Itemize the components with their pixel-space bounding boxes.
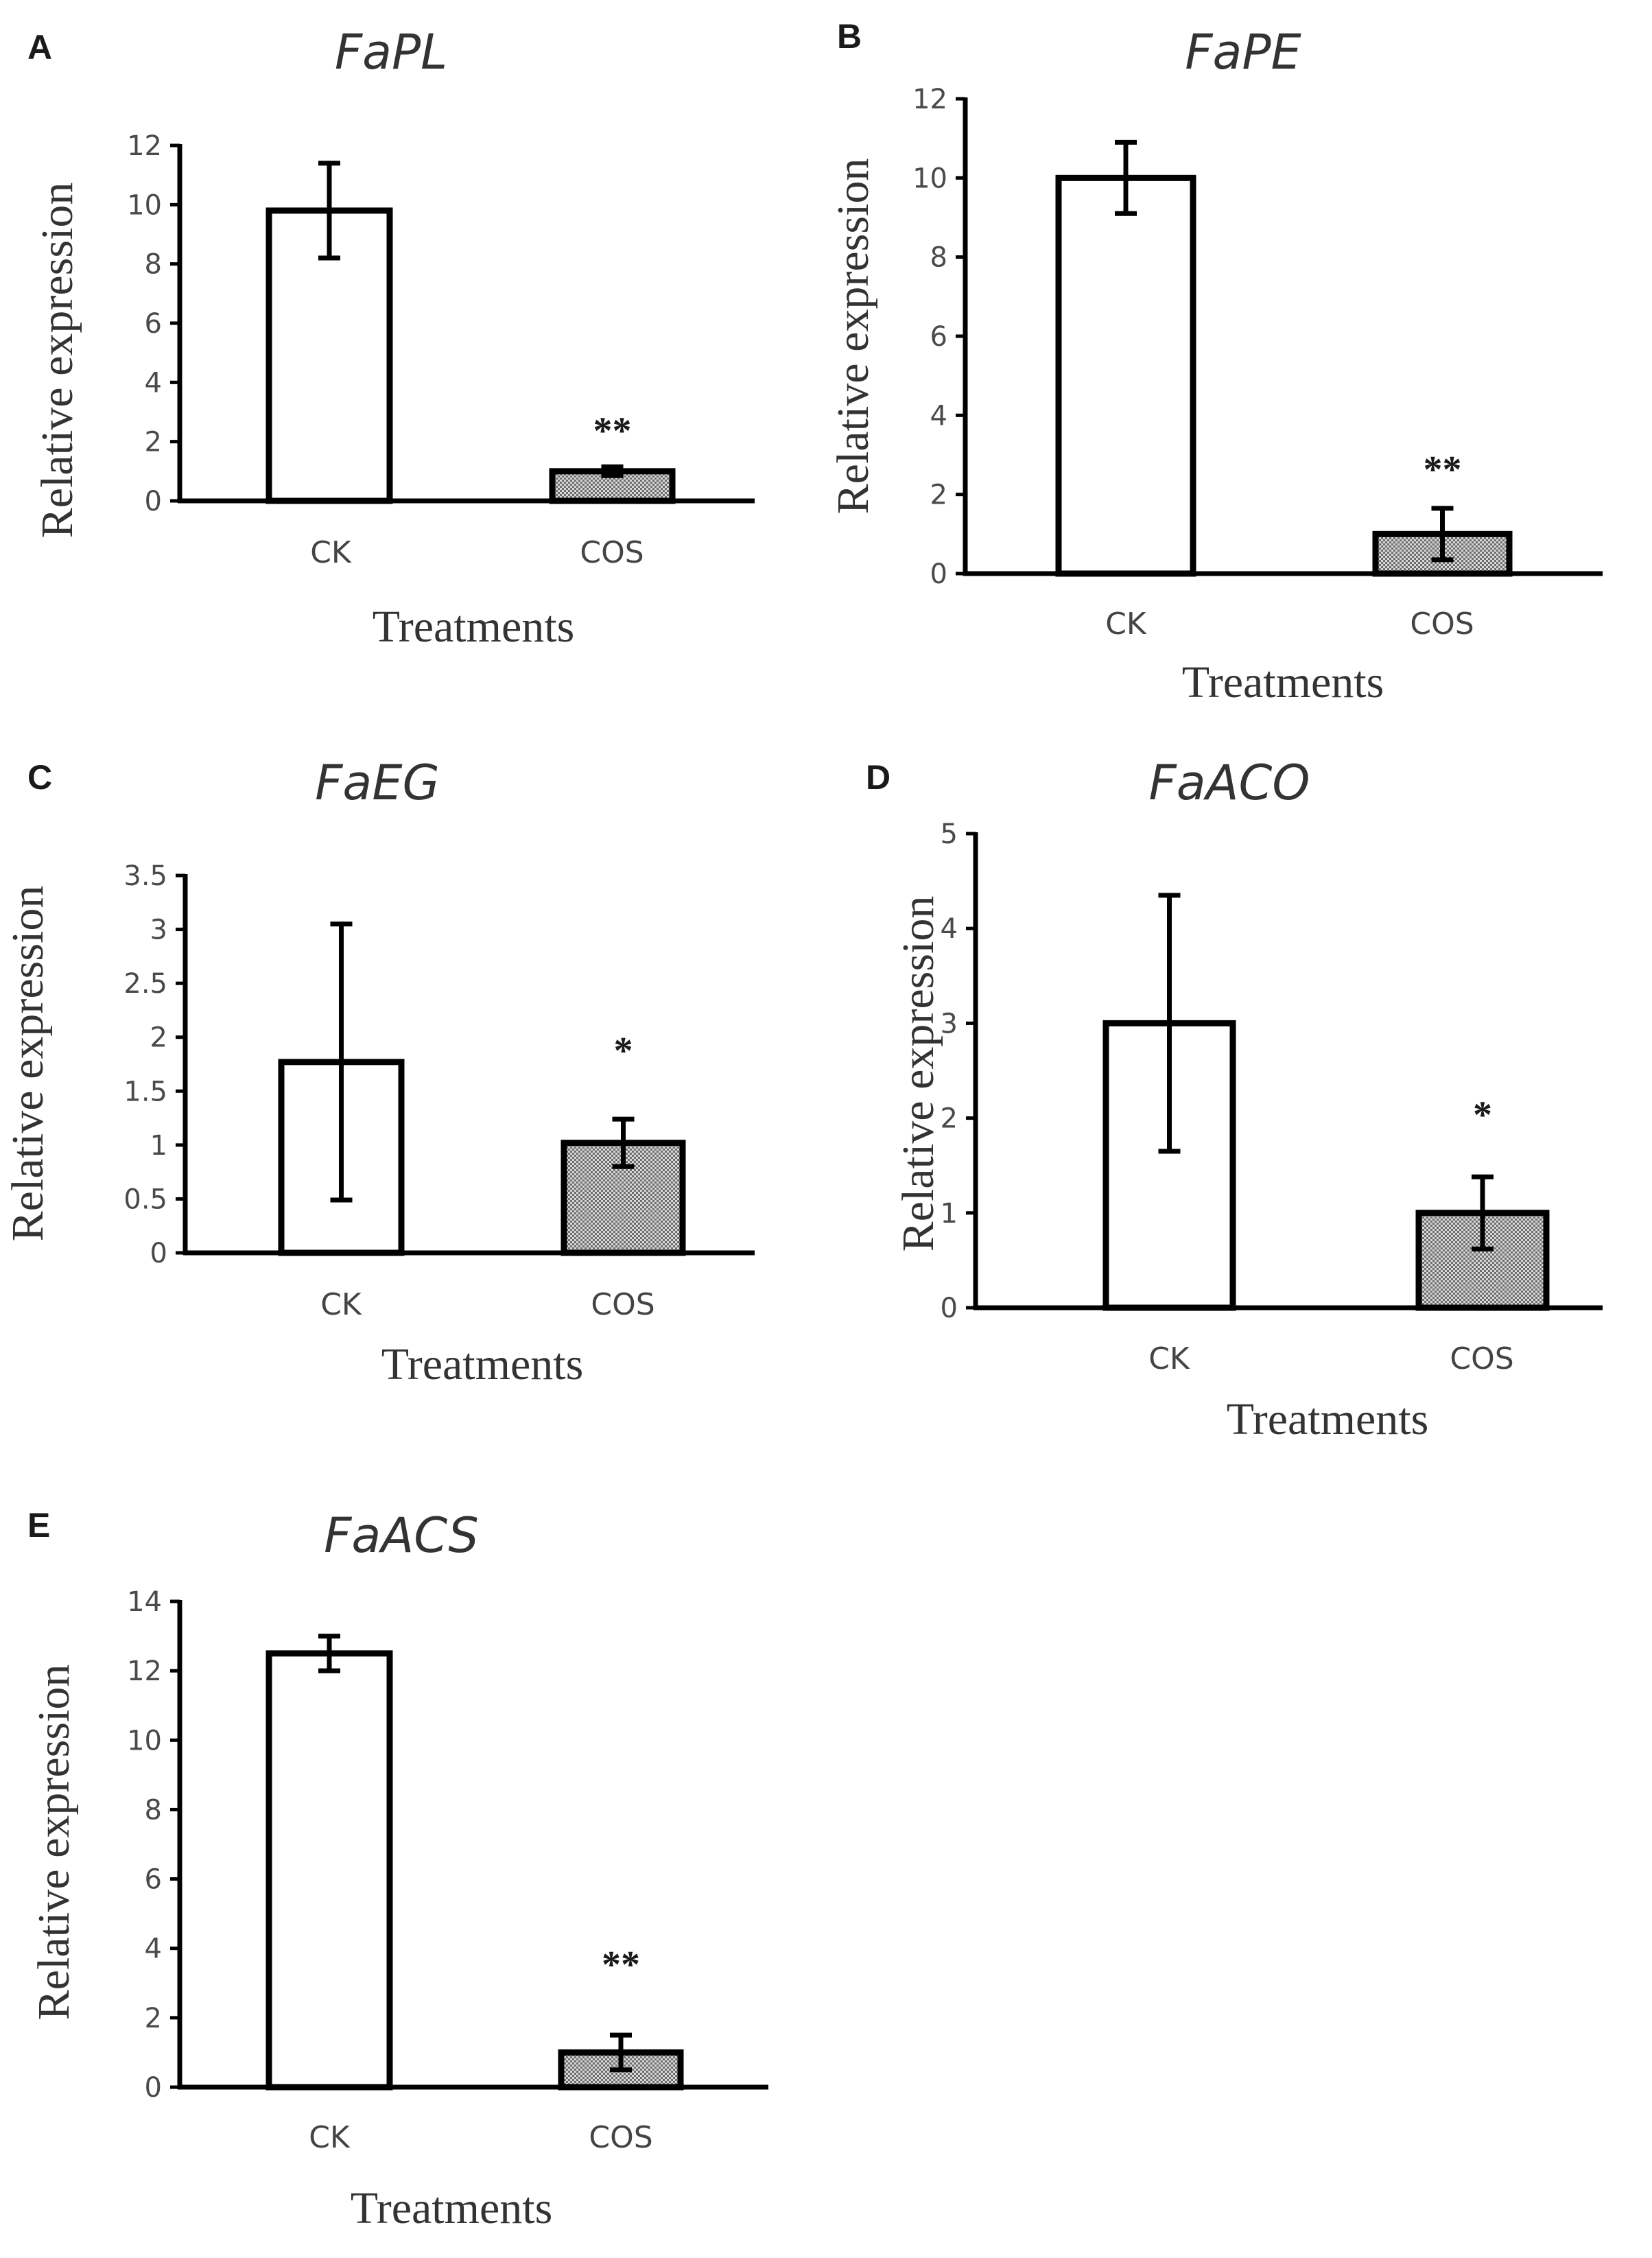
panel-letter: C	[27, 758, 52, 797]
y-tick-label: 2	[145, 427, 162, 458]
y-tick-label: 1	[941, 1198, 958, 1230]
panel-letter: E	[27, 1506, 50, 1544]
y-tick-label: 4	[941, 913, 958, 945]
x-axis-title: Treatments	[373, 602, 575, 652]
bar-ck	[266, 1650, 393, 2091]
y-tick-label: 2	[150, 1022, 167, 1054]
significance-marker: **	[602, 1944, 640, 1986]
x-category-label: COS	[1410, 607, 1474, 642]
y-tick-label: 8	[145, 1794, 162, 1826]
chart-panel-e: E FaACS 0 2 4 6 8 10 12 14 CK ** COS Treatments Relati…	[27, 1506, 768, 2233]
y-axis-title: Relative expression	[32, 183, 82, 539]
y-axis-title: Relative expression	[828, 158, 878, 515]
y-tick-label: 3.5	[123, 860, 167, 892]
chart-title: FaACO	[1148, 755, 1310, 811]
x-category-label: COS	[580, 535, 644, 570]
y-tick-label: 2	[145, 2003, 162, 2034]
panel-letter: B	[837, 17, 862, 56]
y-tick-label: 6	[930, 321, 947, 353]
y-tick-label: 5	[941, 819, 958, 850]
y-tick-label: 10	[127, 189, 162, 221]
y-tick-label: 10	[912, 163, 947, 194]
y-axis-title: Relative expression	[893, 896, 943, 1252]
chart-title: FaACS	[324, 1507, 479, 1564]
y-tick-label: 0	[930, 558, 947, 590]
chart-title: FaEG	[315, 755, 440, 811]
x-axis-title: Treatments	[1182, 657, 1384, 707]
y-tick-label: 12	[912, 84, 947, 115]
significance-marker: **	[593, 410, 632, 452]
y-tick-label: 4	[930, 400, 947, 432]
y-tick-label: 14	[127, 1586, 162, 1618]
y-tick-label: 6	[145, 1864, 162, 1896]
y-tick-label: 1.5	[123, 1076, 167, 1107]
x-category-label: CK	[320, 1287, 362, 1322]
bar-ck	[1055, 174, 1196, 577]
y-tick-label: 0	[145, 486, 162, 517]
y-tick-label: 3	[941, 1008, 958, 1039]
x-axis-title: Treatments	[351, 2183, 553, 2233]
y-tick-label: 8	[145, 249, 162, 281]
significance-marker: *	[1473, 1094, 1492, 1136]
significance-marker: *	[614, 1030, 633, 1072]
y-tick-label: 4	[145, 1933, 162, 1965]
panel-letter: A	[27, 28, 52, 67]
panel-letter: D	[866, 758, 890, 797]
y-tick-label: 2.5	[123, 968, 167, 1000]
y-tick-label: 0	[150, 1238, 167, 1269]
chart-panel-b: B FaPE 0 2 4 6 8 10 12 CK ** COS Treatments Relative …	[828, 17, 1603, 707]
y-tick-label: 12	[127, 1656, 162, 1687]
chart-title: FaPE	[1185, 24, 1301, 80]
y-tick-label: 0	[941, 1293, 958, 1324]
y-tick-label: 12	[127, 130, 162, 162]
x-category-label: COS	[591, 1287, 654, 1322]
x-axis-title: Treatments	[1227, 1394, 1429, 1444]
x-axis-title: Treatments	[381, 1339, 584, 1389]
y-tick-label: 2	[930, 480, 947, 511]
y-tick-label: 0.5	[123, 1184, 167, 1215]
significance-marker: **	[1424, 449, 1462, 491]
y-tick-label: 6	[145, 308, 162, 340]
y-tick-label: 10	[127, 1725, 162, 1756]
x-category-label: COS	[589, 2120, 652, 2155]
x-category-label: CK	[310, 535, 352, 570]
y-tick-label: 2	[941, 1103, 958, 1135]
y-tick-label: 8	[930, 242, 947, 274]
x-category-label: CK	[309, 2120, 351, 2155]
y-tick-label: 3	[150, 915, 167, 946]
x-category-label: CK	[1105, 607, 1147, 642]
y-axis-title: Relative expression	[3, 886, 53, 1242]
x-category-label: COS	[1450, 1341, 1513, 1376]
x-category-label: CK	[1148, 1341, 1190, 1376]
y-tick-label: 4	[145, 367, 162, 399]
chart-panel-d: D FaACO 0 1 2 3 4 5 CK * COS Treatments Relative exp…	[866, 755, 1603, 1444]
y-axis-title: Relative expression	[29, 1665, 79, 2021]
chart-title: FaPL	[335, 24, 447, 80]
y-tick-label: 0	[145, 2072, 162, 2104]
y-tick-label: 1	[150, 1130, 167, 1162]
